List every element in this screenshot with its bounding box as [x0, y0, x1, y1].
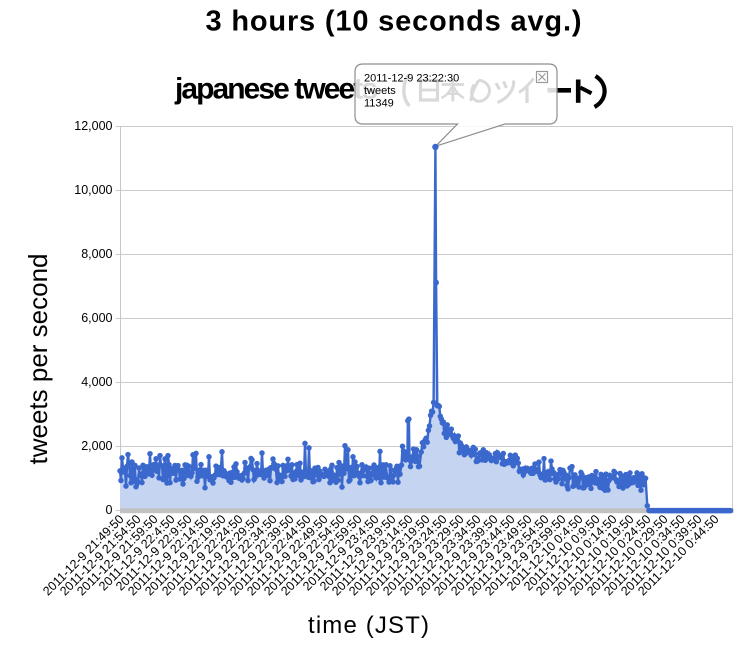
svg-text:11349: 11349 — [364, 98, 394, 110]
svg-text:tweets per second: tweets per second — [23, 253, 53, 464]
svg-text:4,000: 4,000 — [81, 375, 112, 389]
svg-text:2,000: 2,000 — [81, 439, 112, 453]
svg-text:12,000: 12,000 — [74, 119, 112, 133]
svg-text:8,000: 8,000 — [81, 247, 112, 261]
svg-text:6,000: 6,000 — [81, 311, 112, 325]
svg-text:japanese tweets: japanese tweets — [174, 73, 378, 106]
svg-text:2011-12-9 23:22:30: 2011-12-9 23:22:30 — [364, 73, 459, 85]
svg-text:time (JST): time (JST) — [308, 612, 429, 639]
svg-text:0: 0 — [106, 503, 113, 517]
svg-text:3 hours (10 seconds avg.): 3 hours (10 seconds avg.) — [206, 6, 582, 38]
svg-text:10,000: 10,000 — [74, 183, 112, 197]
svg-text:tweets: tweets — [364, 85, 396, 97]
